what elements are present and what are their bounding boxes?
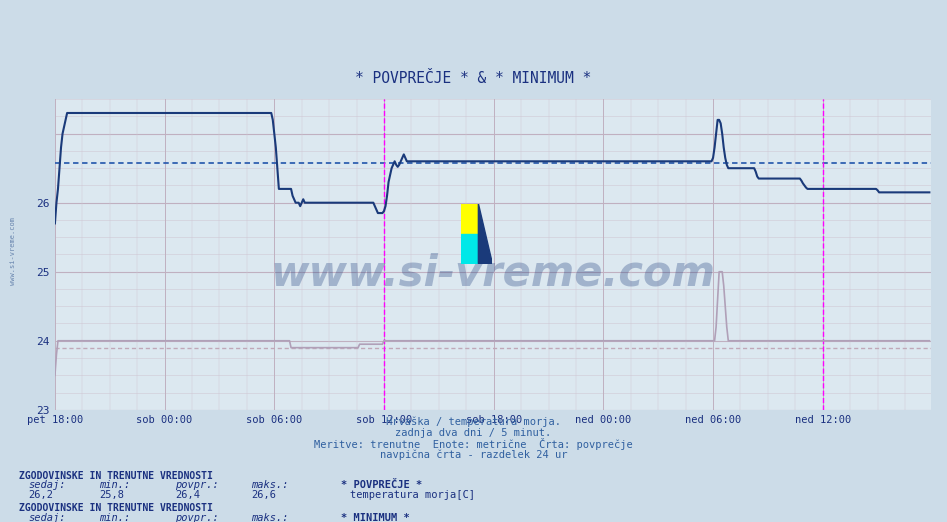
Text: ZGODOVINSKE IN TRENUTNE VREDNOSTI: ZGODOVINSKE IN TRENUTNE VREDNOSTI	[19, 503, 213, 513]
Text: povpr.:: povpr.:	[175, 513, 219, 522]
Text: temperatura morja[C]: temperatura morja[C]	[350, 490, 475, 500]
Text: * POVPREČJE *: * POVPREČJE *	[341, 480, 422, 490]
Text: maks.:: maks.:	[251, 513, 289, 522]
Text: sedaj:: sedaj:	[28, 480, 66, 490]
Text: povpr.:: povpr.:	[175, 480, 219, 490]
Text: 26,4: 26,4	[175, 490, 200, 500]
Text: www.si-vreme.com: www.si-vreme.com	[10, 217, 16, 284]
Text: 26,2: 26,2	[28, 490, 53, 500]
Text: www.si-vreme.com: www.si-vreme.com	[271, 252, 715, 294]
Text: Meritve: trenutne  Enote: metrične  Črta: povprečje: Meritve: trenutne Enote: metrične Črta: …	[314, 438, 633, 450]
Text: Hrvaška / temperatura morja.: Hrvaška / temperatura morja.	[386, 417, 561, 427]
Text: zadnja dva dni / 5 minut.: zadnja dva dni / 5 minut.	[396, 428, 551, 437]
Text: maks.:: maks.:	[251, 480, 289, 490]
Polygon shape	[461, 234, 478, 264]
Polygon shape	[461, 204, 478, 234]
Text: min.:: min.:	[99, 513, 131, 522]
Polygon shape	[478, 204, 492, 264]
Text: ZGODOVINSKE IN TRENUTNE VREDNOSTI: ZGODOVINSKE IN TRENUTNE VREDNOSTI	[19, 471, 213, 481]
Text: * POVPREČJE * & * MINIMUM *: * POVPREČJE * & * MINIMUM *	[355, 71, 592, 86]
Text: 26,6: 26,6	[251, 490, 276, 500]
Text: sedaj:: sedaj:	[28, 513, 66, 522]
Text: navpična črta - razdelek 24 ur: navpična črta - razdelek 24 ur	[380, 449, 567, 460]
Text: 25,8: 25,8	[99, 490, 124, 500]
Text: min.:: min.:	[99, 480, 131, 490]
Text: * MINIMUM *: * MINIMUM *	[341, 513, 410, 522]
